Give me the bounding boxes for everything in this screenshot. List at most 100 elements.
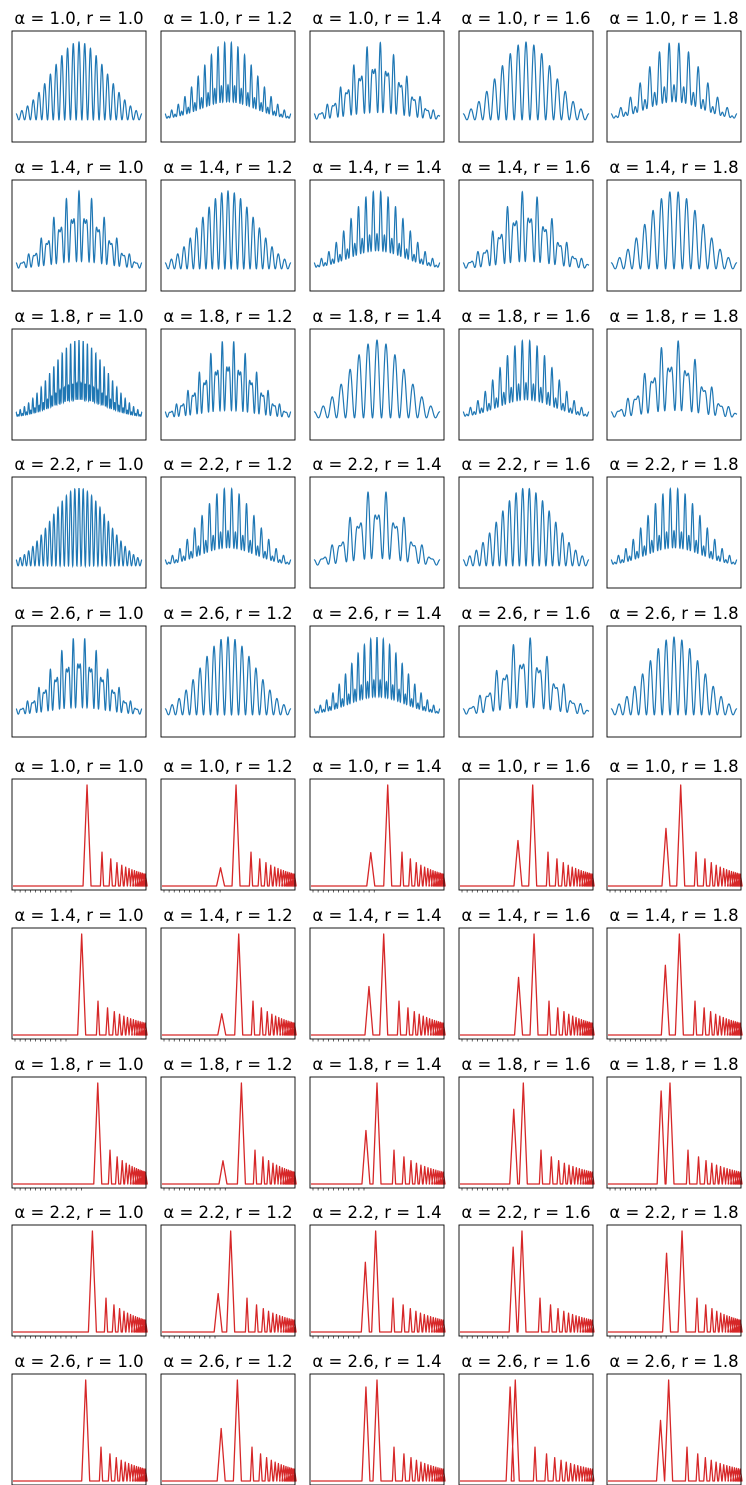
spectrum-panel-r3-c3: α = 1.8, r = 1.4 (309, 1055, 446, 1191)
spectrum-trace (13, 784, 148, 887)
waveform-trace (15, 189, 143, 269)
spectrum-axes-frame (606, 1224, 742, 1337)
spectrum-panel-r2-c4: α = 1.4, r = 1.6 (458, 906, 595, 1042)
spectrum-panel-r1-c5: α = 1.0, r = 1.8 (606, 757, 743, 893)
waveform-panel-r5-c5: α = 2.6, r = 1.8 (606, 604, 742, 738)
waveform-axes-frame (458, 179, 594, 292)
spectrum-axes-frame (309, 778, 445, 891)
spectrum-panel-r1-c3: α = 1.0, r = 1.4 (309, 757, 446, 893)
waveform-axes-frame (458, 476, 594, 589)
spectrum-panel-r5-c3: α = 2.6, r = 1.4 (309, 1352, 446, 1485)
waveform-panel-r2-c5: α = 1.4, r = 1.8 (606, 158, 742, 292)
waveform-panel-r3-c4: α = 1.8, r = 1.6 (458, 307, 594, 441)
waveform-axes-frame (11, 30, 147, 143)
spectrum-trace (608, 1230, 743, 1333)
spectrum-axes-frame (606, 927, 742, 1040)
spectrum-axes-frame (606, 1373, 742, 1485)
waveform-panel-title: α = 1.0, r = 1.4 (312, 9, 441, 28)
spectrum-panel-r5-c4: α = 2.6, r = 1.6 (458, 1352, 595, 1485)
waveform-trace (313, 636, 441, 714)
waveform-trace (313, 41, 441, 120)
spectrum-axes-frame (309, 1373, 445, 1485)
waveform-trace (15, 40, 143, 122)
spectrum-panel-title: α = 1.0, r = 1.6 (461, 757, 590, 776)
waveform-panel-title: α = 1.4, r = 1.0 (14, 158, 143, 177)
spectrum-panel-title: α = 1.0, r = 1.2 (163, 757, 292, 776)
waveform-panel-title: α = 1.8, r = 1.0 (14, 307, 143, 326)
waveform-panel-r3-c1: α = 1.8, r = 1.0 (11, 307, 147, 441)
spectrum-trace (311, 1379, 446, 1482)
waveform-panel-r3-c2: α = 1.8, r = 1.2 (160, 307, 296, 441)
waveform-axes-frame (309, 179, 445, 292)
waveform-panel-r5-c1: α = 2.6, r = 1.0 (11, 604, 147, 738)
waveform-trace (313, 339, 441, 419)
waveform-panel-title: α = 1.8, r = 1.4 (312, 307, 441, 326)
waveform-panel-title: α = 2.6, r = 1.2 (163, 604, 292, 623)
spectrum-axes-frame (11, 778, 147, 891)
waveform-panel-r4-c3: α = 2.2, r = 1.4 (309, 455, 445, 589)
spectrum-panel-r3-c1: α = 1.8, r = 1.0 (11, 1055, 148, 1191)
spectrum-panel-title: α = 2.6, r = 1.6 (461, 1352, 590, 1371)
waveform-panel-r2-c4: α = 1.4, r = 1.6 (458, 158, 594, 292)
spectrum-panel-title: α = 1.4, r = 1.4 (312, 906, 441, 925)
waveform-axes-frame (11, 625, 147, 738)
spectrum-trace (311, 933, 446, 1036)
waveform-panel-title: α = 1.4, r = 1.6 (461, 158, 590, 177)
waveform-axes-frame (160, 179, 296, 292)
spectrum-panel-r5-c5: α = 2.6, r = 1.8 (606, 1352, 743, 1485)
spectrum-panel-r2-c3: α = 1.4, r = 1.4 (309, 906, 446, 1042)
waveform-trace (462, 190, 590, 269)
spectrum-panel-title: α = 1.8, r = 1.6 (461, 1055, 590, 1074)
spectrum-panel-title: α = 1.8, r = 1.8 (609, 1055, 738, 1074)
waveform-panel-r3-c5: α = 1.8, r = 1.8 (606, 307, 742, 441)
spectrum-axes-frame (309, 927, 445, 1040)
waveform-trace (610, 191, 738, 270)
waveform-trace (164, 636, 292, 716)
waveform-axes-frame (606, 179, 742, 292)
waveform-panel-title: α = 1.0, r = 1.6 (461, 9, 590, 28)
waveform-axes-frame (309, 476, 445, 589)
waveform-axes-frame (606, 30, 742, 143)
waveform-panel-title: α = 1.4, r = 1.4 (312, 158, 441, 177)
waveform-panel-r4-c4: α = 2.2, r = 1.6 (458, 455, 594, 589)
spectrum-panel-title: α = 2.6, r = 1.2 (163, 1352, 292, 1371)
waveform-axes-frame (606, 476, 742, 589)
waveform-axes-frame (11, 476, 147, 589)
spectrum-panel-r1-c1: α = 1.0, r = 1.0 (11, 757, 148, 893)
spectrum-panel-r4-c5: α = 2.2, r = 1.8 (606, 1203, 743, 1339)
spectrum-panel-title: α = 2.2, r = 1.2 (163, 1203, 292, 1222)
waveform-panel-r2-c3: α = 1.4, r = 1.4 (309, 158, 445, 292)
spectrum-axes-frame (458, 1076, 594, 1189)
spectrum-panel-title: α = 1.0, r = 1.8 (609, 757, 738, 776)
waveform-trace (164, 486, 292, 565)
waveform-panel-title: α = 1.0, r = 1.8 (609, 9, 738, 28)
waveform-axes-frame (458, 30, 594, 143)
waveform-axes-frame (11, 179, 147, 292)
waveform-panel-title: α = 2.6, r = 1.8 (609, 604, 738, 623)
spectrum-trace (460, 784, 595, 887)
spectrum-panel-r5-c2: α = 2.6, r = 1.2 (160, 1352, 297, 1485)
waveform-axes-frame (160, 476, 296, 589)
spectrum-trace (311, 1230, 446, 1333)
waveform-axes-frame (160, 30, 296, 143)
spectrum-panel-title: α = 1.4, r = 1.8 (609, 906, 738, 925)
waveform-trace (15, 340, 143, 417)
spectrum-panel-title: α = 2.6, r = 1.8 (609, 1352, 738, 1371)
waveform-trace (15, 638, 143, 715)
waveform-panel-r5-c2: α = 2.6, r = 1.2 (160, 604, 296, 738)
waveform-trace (462, 637, 590, 715)
spectrum-axes-frame (160, 778, 296, 891)
spectrum-trace (162, 1082, 297, 1185)
spectrum-axes-frame (606, 1076, 742, 1189)
spectrum-panel-r4-c2: α = 2.2, r = 1.2 (160, 1203, 297, 1339)
spectrum-trace (460, 1379, 595, 1482)
waveform-trace (164, 341, 292, 418)
waveform-axes-frame (160, 328, 296, 441)
spectrum-axes-frame (458, 1373, 594, 1485)
waveform-panel-title: α = 2.6, r = 1.4 (312, 604, 441, 623)
spectrum-trace (460, 1230, 595, 1333)
spectrum-panel-r2-c1: α = 1.4, r = 1.0 (11, 906, 148, 1042)
spectrum-trace (162, 933, 297, 1036)
spectrum-panel-title: α = 1.8, r = 1.2 (163, 1055, 292, 1074)
